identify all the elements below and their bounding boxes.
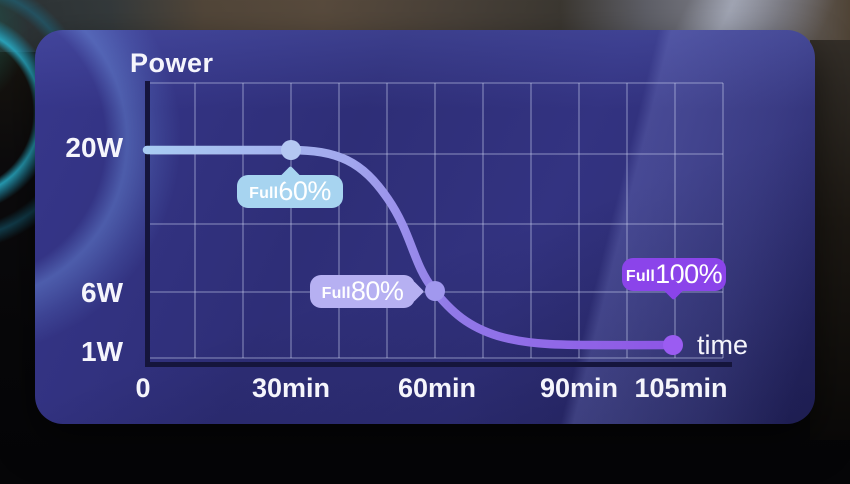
x-tick-90min: 90min: [539, 373, 619, 403]
callout-full-80: Full 80%: [310, 275, 425, 308]
curve-point-100: [663, 335, 683, 355]
callout-value: 80%: [350, 276, 404, 306]
photo-right-shadow: [810, 40, 850, 440]
grid-lines: [146, 82, 724, 359]
y-tick-1w: 1W: [81, 336, 123, 367]
x-tick-0: 0: [135, 373, 151, 403]
y-tick-20w: 20W: [65, 132, 123, 163]
chart-panel: [35, 30, 815, 424]
curve-point-60: [281, 140, 301, 160]
callout-prefix: Full: [249, 185, 279, 202]
callout-prefix: Full: [321, 285, 351, 302]
x-axis-label: time: [697, 330, 749, 360]
curve-points: [281, 140, 683, 355]
curve-point-80: [425, 281, 445, 301]
chart-title: Power: [130, 48, 214, 78]
x-tick-30min: 30min: [251, 373, 331, 403]
callout-value: 100%: [655, 259, 723, 289]
x-tick-105min: 105min: [634, 373, 728, 403]
callout-full-100: Full 100%: [622, 258, 726, 301]
power-curve: [142, 145, 678, 350]
y-tick-6w: 6W: [81, 277, 123, 308]
callout-prefix: Full: [625, 268, 656, 285]
callout-full-60: Full 60%: [237, 165, 343, 208]
x-tick-60min: 60min: [397, 373, 477, 403]
